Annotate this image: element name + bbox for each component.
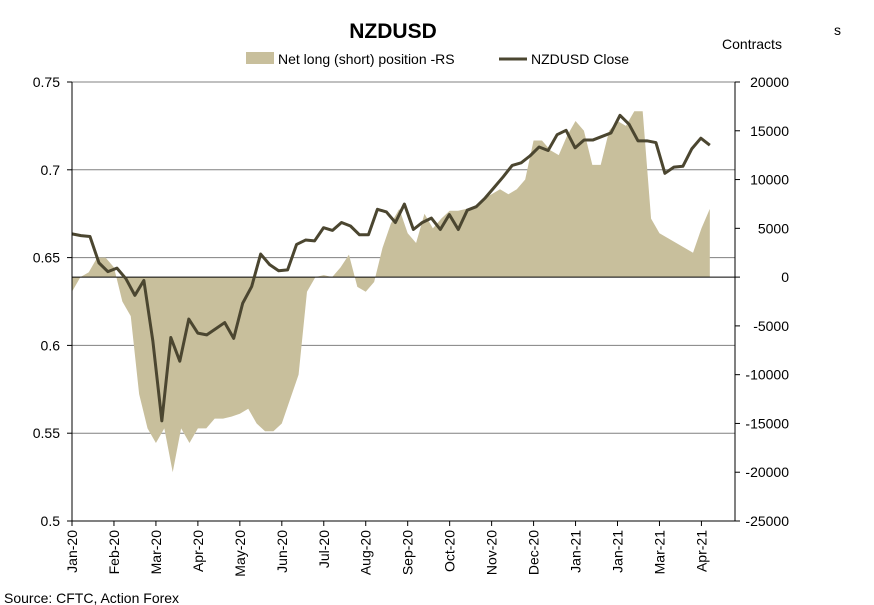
x-tick-label: Jan-21: [610, 530, 626, 573]
x-tick-label: Jan-21: [568, 530, 584, 573]
source-note: Source: CFTC, Action Forex: [4, 590, 179, 605]
x-axis-ticks: Jan-20 Feb-20 Mar-20 Apr-20 May-20 Jun-20 Jul-…: [64, 521, 709, 577]
right-axis-label: Contracts: [722, 36, 782, 52]
left-tick-label: 0.55: [33, 425, 60, 441]
axes: [71, 82, 736, 522]
x-tick-label: Mar-21: [651, 530, 667, 575]
x-tick-label: Sep-20: [400, 530, 416, 575]
right-axis-ticks: 20000 15000 10000 5000 0 -5000 -10000 -15000 -20…: [735, 74, 789, 529]
chart-title: NZDUSD: [349, 20, 437, 43]
net-position-area: [72, 111, 710, 473]
legend-area-swatch: [246, 52, 274, 64]
nzdusd-close-line: [71, 113, 711, 423]
x-tick-label: Jan-20: [64, 530, 80, 573]
right-tick-label: 20000: [750, 74, 789, 90]
x-tick-label: Apr-20: [190, 530, 206, 572]
x-tick-label: Nov-20: [484, 530, 500, 575]
left-tick-label: 0.6: [41, 337, 61, 353]
right-tick-label: 10000: [750, 172, 789, 188]
right-tick-label: -15000: [745, 415, 789, 431]
left-axis-ticks: 0.75 0.7 0.65 0.6 0.55 0.5: [33, 74, 72, 529]
left-tick-label: 0.75: [33, 74, 60, 90]
right-tick-label: -5000: [753, 318, 789, 334]
legend-line-label: NZDUSD Close: [531, 51, 629, 67]
left-tick-label: 0.5: [41, 513, 61, 529]
x-tick-label: Jun-20: [274, 530, 290, 573]
right-tick-label: -20000: [745, 464, 789, 480]
left-tick-label: 0.65: [33, 250, 60, 266]
x-tick-label: Aug-20: [358, 530, 374, 575]
right-tick-label: -10000: [745, 367, 789, 383]
legend: Net long (short) position -RS NZDUSD Clo…: [246, 51, 629, 67]
x-tick-label: Dec-20: [526, 530, 542, 575]
x-tick-label: Feb-20: [106, 530, 122, 575]
x-tick-label: Apr-21: [693, 530, 709, 572]
right-tick-label: -25000: [745, 513, 789, 529]
x-tick-label: Mar-20: [148, 530, 164, 575]
legend-area-label: Net long (short) position -RS: [278, 51, 455, 67]
right-tick-label: 5000: [758, 220, 789, 236]
x-tick-label: Oct-20: [442, 530, 458, 572]
right-tick-label: 0: [781, 269, 789, 285]
corner-mark: s: [834, 22, 841, 38]
right-tick-label: 15000: [750, 123, 789, 139]
left-tick-label: 0.7: [41, 162, 61, 178]
x-tick-label: May-20: [232, 530, 248, 577]
x-tick-label: Jul-20: [316, 530, 332, 568]
